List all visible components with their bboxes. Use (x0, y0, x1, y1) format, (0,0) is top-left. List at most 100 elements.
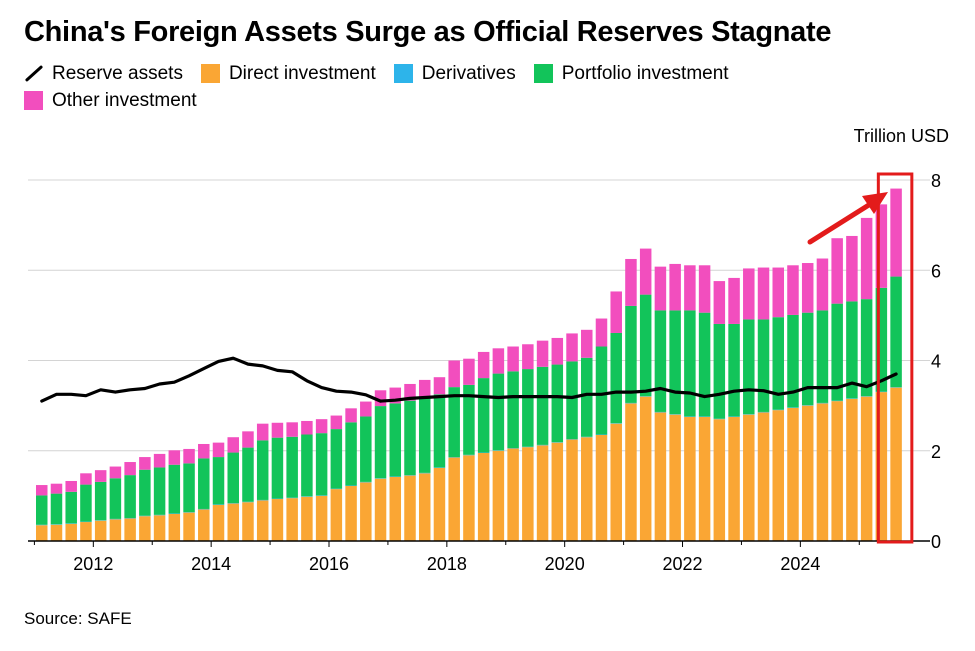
bar-direct-investment-6 (124, 518, 136, 541)
bar-portfolio-investment-40 (625, 305, 637, 403)
bar-portfolio-investment-33 (522, 369, 534, 447)
legend-item-reserve-assets: Reserve assets (24, 63, 183, 85)
bar-direct-investment-25 (404, 475, 416, 541)
bar-portfolio-investment-58 (890, 276, 902, 388)
bar-direct-investment-19 (315, 495, 328, 541)
bar-other-investment-16 (271, 422, 284, 438)
bar-portfolio-investment-44 (684, 310, 696, 417)
bar-direct-investment-41 (639, 396, 652, 541)
bar-other-investment-8 (153, 453, 166, 468)
bar-other-investment-48 (743, 268, 755, 320)
bar-portfolio-investment-27 (433, 394, 446, 468)
bar-other-investment-14 (242, 431, 254, 448)
bar-direct-investment-8 (153, 515, 166, 541)
bar-other-investment-28 (448, 360, 460, 388)
bar-direct-investment-24 (389, 476, 402, 541)
bar-other-investment-30 (477, 351, 490, 379)
bar-direct-investment-11 (198, 509, 210, 541)
bar-direct-investment-42 (654, 412, 667, 541)
x-tick-label-2016: 2016 (309, 554, 349, 574)
bar-other-investment-42 (654, 266, 667, 311)
bar-portfolio-investment-53 (816, 310, 829, 403)
bar-other-investment-21 (345, 408, 357, 423)
bar-other-investment-20 (330, 415, 343, 430)
bar-other-investment-37 (581, 329, 593, 358)
bar-portfolio-investment-12 (212, 457, 225, 505)
legend-swatch-portfolio-investment (533, 64, 553, 83)
bar-other-investment-10 (183, 448, 195, 464)
bar-portfolio-investment-56 (860, 299, 873, 397)
reserve-line-layer (40, 356, 898, 403)
bar-portfolio-investment-57 (875, 287, 888, 392)
bar-other-investment-44 (684, 265, 696, 311)
bar-other-investment-4 (94, 470, 107, 482)
bar-portfolio-investment-18 (301, 434, 313, 497)
bar-other-investment-19 (315, 419, 328, 434)
bar-other-investment-54 (831, 238, 843, 304)
bar-direct-investment-51 (787, 407, 799, 541)
y-tick-label-8: 8 (931, 171, 941, 191)
bar-portfolio-investment-2 (65, 491, 77, 524)
bar-direct-investment-52 (801, 405, 814, 541)
bar-portfolio-investment-52 (801, 312, 814, 406)
legend-swatch-direct-investment (200, 64, 220, 83)
bar-direct-investment-57 (875, 392, 888, 541)
legend-label-portfolio-investment: Portfolio investment (561, 62, 729, 84)
bar-other-investment-31 (492, 348, 505, 374)
bar-direct-investment-1 (50, 524, 63, 541)
bar-other-investment-2 (65, 480, 77, 492)
bar-other-investment-0 (36, 485, 48, 496)
bar-other-investment-46 (713, 281, 726, 324)
bar-portfolio-investment-23 (374, 406, 387, 479)
bar-direct-investment-33 (522, 447, 534, 541)
bar-portfolio-investment-25 (404, 400, 416, 476)
bar-direct-investment-2 (65, 523, 77, 541)
bar-other-investment-5 (109, 466, 122, 479)
legend-swatch-derivatives (393, 64, 413, 83)
bar-other-investment-39 (610, 291, 622, 333)
y-tick-label-0: 0 (931, 532, 941, 552)
bar-portfolio-investment-3 (80, 484, 92, 522)
bar-portfolio-investment-1 (50, 493, 63, 525)
bar-portfolio-investment-19 (315, 433, 328, 496)
legend-item-portfolio-investment: Portfolio investment (533, 62, 729, 85)
legend: Reserve assets Direct investment Derivat… (24, 60, 924, 114)
bar-portfolio-investment-37 (581, 357, 593, 437)
bar-other-investment-47 (728, 277, 740, 324)
bar-direct-investment-7 (139, 516, 151, 541)
annotation (807, 172, 914, 544)
bar-portfolio-investment-39 (610, 332, 622, 424)
bar-portfolio-investment-49 (757, 319, 770, 412)
bar-other-investment-36 (566, 333, 578, 362)
legend-item-other-investment: Other investment (24, 90, 197, 112)
bar-other-investment-12 (212, 442, 225, 458)
bar-portfolio-investment-51 (787, 314, 799, 408)
bar-direct-investment-40 (625, 403, 637, 541)
bar-other-investment-40 (625, 258, 637, 306)
bar-direct-investment-5 (109, 519, 122, 541)
bar-other-investment-50 (772, 267, 784, 318)
bar-direct-investment-16 (271, 499, 284, 541)
bar-portfolio-investment-43 (669, 310, 681, 415)
bar-portfolio-investment-55 (846, 301, 858, 399)
bar-direct-investment-12 (212, 504, 225, 541)
legend-label-direct-investment: Direct investment (228, 62, 376, 84)
bar-portfolio-investment-42 (654, 310, 667, 412)
bar-direct-investment-43 (669, 414, 681, 541)
bar-direct-investment-29 (463, 455, 475, 541)
bar-portfolio-investment-31 (492, 373, 505, 451)
bar-other-investment-33 (522, 344, 534, 370)
bar-portfolio-investment-17 (286, 436, 298, 498)
bar-other-investment-52 (801, 263, 814, 313)
bar-portfolio-investment-6 (124, 475, 136, 518)
bar-other-investment-45 (698, 265, 711, 313)
bar-other-investment-6 (124, 462, 136, 476)
bar-direct-investment-35 (551, 442, 564, 541)
bar-portfolio-investment-35 (551, 364, 564, 443)
reserve-assets-line (40, 356, 898, 403)
bar-direct-investment-47 (728, 416, 740, 541)
bar-direct-investment-3 (80, 522, 92, 541)
bar-direct-investment-31 (492, 450, 505, 541)
bar-portfolio-investment-16 (271, 437, 284, 499)
x-tick-label-2014: 2014 (191, 554, 231, 574)
